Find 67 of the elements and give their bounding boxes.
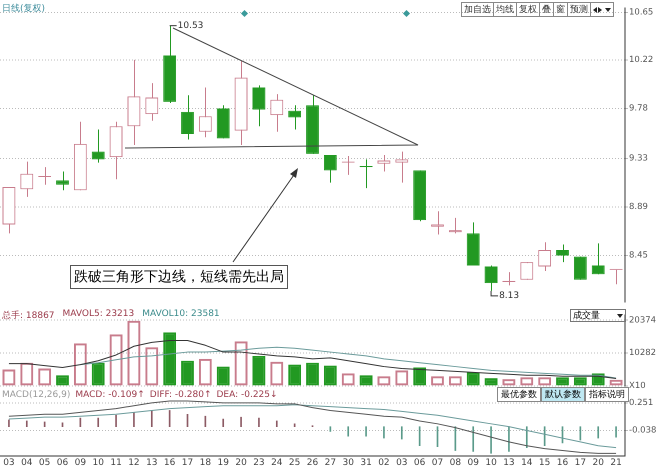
x-tick-label: 03 [3, 458, 15, 468]
x-tick-label: 07 [432, 458, 444, 468]
annotation: 均线 [493, 3, 516, 16]
x-tick-label: 18 [200, 458, 212, 468]
x-tick-label: 08 [450, 458, 462, 468]
y-tick-label: 20374 [629, 315, 656, 326]
y-tick-label: 8.45 [629, 250, 648, 261]
x-tick-label: 13 [146, 458, 158, 468]
x-tick-label: 19 [217, 458, 230, 468]
x-tick-label: 02 [378, 458, 390, 468]
annotation: 总手: 18867 [2, 310, 55, 322]
x-tick-label: 13 [503, 458, 515, 468]
annotation: 成交量 [573, 310, 600, 322]
x-tick-label: 04 [21, 458, 33, 468]
y-tick-label: X10 [629, 381, 646, 392]
annotation: MAVOL10: 23581 [142, 309, 220, 321]
annotation: 跌破三角形下边线，短线需先出局 [70, 265, 288, 289]
y-tick-label: 9.33 [629, 153, 648, 164]
x-tick-label: 25 [288, 458, 300, 468]
annotation: 复权 [516, 3, 539, 16]
annotation: DEA: -0.225↓ [216, 390, 278, 400]
y-tick-label: 8.89 [629, 202, 648, 212]
annotation: 8.13 [499, 291, 520, 302]
x-tick-label: 23 [253, 458, 265, 468]
x-tick-label: 11 [110, 458, 122, 468]
annotation: 10.53 [178, 21, 204, 32]
x-tick-label: 14 [521, 458, 533, 468]
y-tick-label: 10.65 [629, 8, 654, 18]
y-tick-label: 10282 [629, 348, 656, 358]
x-tick-label: 26 [306, 458, 318, 468]
x-tick-label: 30 [342, 458, 354, 468]
x-tick-label: 21 [610, 458, 622, 468]
x-tick-label: 10 [485, 458, 498, 468]
annotation: MAVOL5: 23213 [62, 309, 134, 321]
x-tick-label: 05 [38, 458, 50, 468]
annotation: 默认参数 [541, 387, 585, 402]
x-tick-label: 09 [74, 458, 86, 468]
x-tick-label: 27 [324, 458, 336, 468]
x-tick-label: 20 [235, 458, 248, 468]
annotation: 窗 [553, 3, 567, 16]
annotation: 最优参数 [497, 387, 541, 402]
annotation: 叠 [539, 3, 553, 16]
x-tick-label: 09 [467, 458, 480, 468]
x-tick-label: 31 [360, 458, 372, 468]
annotation: MACD: -0.109↑ [75, 390, 145, 400]
x-tick-label: 24 [271, 458, 283, 468]
x-tick-label: 17 [182, 458, 194, 468]
x-tick-label: 16 [164, 458, 176, 468]
y-tick-label: -0.038 [629, 425, 656, 436]
annotation: DIFF: -0.280↑ [150, 390, 212, 400]
x-tick-label: 06 [414, 458, 426, 468]
x-tick-label: 06 [56, 458, 68, 468]
y-tick-label: 10.22 [629, 55, 654, 66]
x-tick-label: 12 [128, 458, 140, 468]
x-tick-label: 20 [592, 458, 604, 468]
annotation: 预测 [567, 3, 590, 16]
y-tick-label: 9.78 [629, 104, 648, 114]
annotation: 指标说明 [585, 387, 629, 402]
chart-title: 日线(复权) [2, 2, 46, 15]
annotation: MACD(12,26,9) [2, 390, 70, 400]
x-tick-label: 16 [556, 458, 568, 468]
x-tick-label: 03 [396, 458, 408, 468]
annotation: 加自选 [463, 4, 492, 16]
x-tick-label: 15 [538, 458, 550, 468]
y-tick-label: 0.251 [629, 398, 654, 408]
x-tick-label: 17 [574, 458, 586, 468]
x-tick-label: 10 [92, 458, 104, 468]
